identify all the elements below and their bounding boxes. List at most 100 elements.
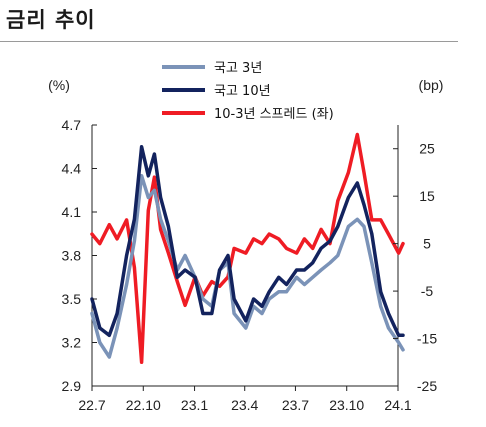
- series-point: [336, 254, 339, 257]
- left-axis-unit: (%): [48, 77, 70, 93]
- series-point: [285, 290, 288, 293]
- series-point: [108, 334, 111, 337]
- series-point: [218, 285, 221, 288]
- series-point: [252, 297, 255, 301]
- series-point: [268, 290, 271, 293]
- series-point: [210, 312, 213, 315]
- series-point: [379, 305, 382, 308]
- legend-label: 국고 10년: [214, 84, 271, 99]
- series-point: [260, 312, 264, 315]
- series-point: [277, 237, 280, 241]
- series-point: [98, 326, 102, 330]
- series-point: [397, 251, 400, 255]
- series-point: [183, 304, 187, 307]
- series-point: [153, 189, 156, 192]
- series-point: [167, 239, 170, 243]
- chart-title: 금리 추이: [6, 8, 96, 32]
- right-axis-tick-label: 25: [419, 141, 435, 157]
- series-point: [347, 196, 350, 199]
- series-point: [176, 280, 179, 283]
- left-axis-tick-label: 3.2: [62, 335, 82, 351]
- series-point: [244, 326, 247, 330]
- series-point: [319, 268, 323, 272]
- left-axis-tick-label: 4.7: [62, 117, 82, 133]
- right-axis-tick-label: -25: [417, 378, 437, 394]
- series-point: [115, 237, 119, 241]
- series-point: [232, 297, 236, 301]
- series-point: [98, 242, 102, 245]
- series-point: [336, 199, 339, 203]
- right-axis-tick-label: -15: [417, 331, 437, 347]
- series-point: [295, 251, 298, 255]
- series-point: [319, 228, 323, 231]
- series-point: [159, 196, 162, 199]
- series-point: [98, 341, 102, 344]
- series-point: [133, 218, 136, 221]
- series-point: [401, 348, 405, 351]
- series-point: [167, 251, 170, 255]
- left-axis-tick-label: 2.9: [62, 378, 82, 394]
- series-point: [319, 247, 323, 250]
- series-point: [115, 326, 119, 330]
- series-point: [201, 312, 205, 315]
- series-point: [397, 334, 400, 337]
- series-point: [193, 276, 197, 279]
- series-point: [379, 290, 382, 293]
- series-point: [401, 242, 405, 245]
- series-point: [140, 361, 143, 364]
- x-axis-tick-label: 23.1: [181, 397, 208, 413]
- series-point: [115, 312, 119, 315]
- series-point: [108, 355, 111, 359]
- series-point: [328, 239, 332, 243]
- series-point: [140, 174, 143, 177]
- series-point: [336, 225, 339, 228]
- series-point: [277, 276, 280, 279]
- series-point: [303, 283, 306, 286]
- right-axis-tick-label: 15: [419, 188, 435, 204]
- series-point: [90, 312, 94, 315]
- series-point: [347, 171, 350, 174]
- series-point: [387, 312, 390, 315]
- series-point: [268, 297, 271, 301]
- series-point: [277, 290, 280, 293]
- series-point: [201, 297, 205, 301]
- series-point: [147, 209, 150, 212]
- series-point: [260, 305, 264, 308]
- series-point: [159, 218, 162, 221]
- series-point: [218, 268, 221, 272]
- series-point: [260, 242, 264, 245]
- series-point: [387, 326, 390, 330]
- series-point: [379, 218, 382, 222]
- series-point: [153, 152, 156, 156]
- right-axis-tick-label: 5: [423, 236, 431, 252]
- x-axis-tick-label: 23.7: [282, 397, 309, 413]
- series-point: [244, 251, 247, 255]
- series-point: [153, 176, 156, 179]
- right-axis-unit: (bp): [419, 77, 444, 93]
- series-point: [125, 283, 128, 286]
- left-axis-tick-label: 3.8: [62, 248, 82, 264]
- series-point: [226, 254, 230, 257]
- series-point: [108, 223, 111, 226]
- series-point: [268, 232, 271, 236]
- series-point: [295, 276, 298, 279]
- series-point: [347, 225, 350, 228]
- series-point: [362, 203, 366, 206]
- series-point: [133, 266, 136, 269]
- series-point: [232, 247, 236, 250]
- series-point: [370, 261, 373, 264]
- series-point: [183, 254, 187, 257]
- series-point: [140, 145, 143, 148]
- left-axis-tick-label: 4.4: [62, 161, 82, 177]
- series-point: [183, 268, 187, 272]
- series-point: [285, 247, 288, 250]
- x-axis-tick-label: 22.10: [126, 397, 161, 413]
- series-point: [232, 312, 236, 315]
- series-point: [210, 280, 213, 283]
- series-point: [295, 268, 298, 272]
- series-point: [370, 218, 373, 222]
- series-point: [356, 133, 359, 136]
- series-point: [125, 254, 128, 257]
- series-point: [244, 319, 247, 322]
